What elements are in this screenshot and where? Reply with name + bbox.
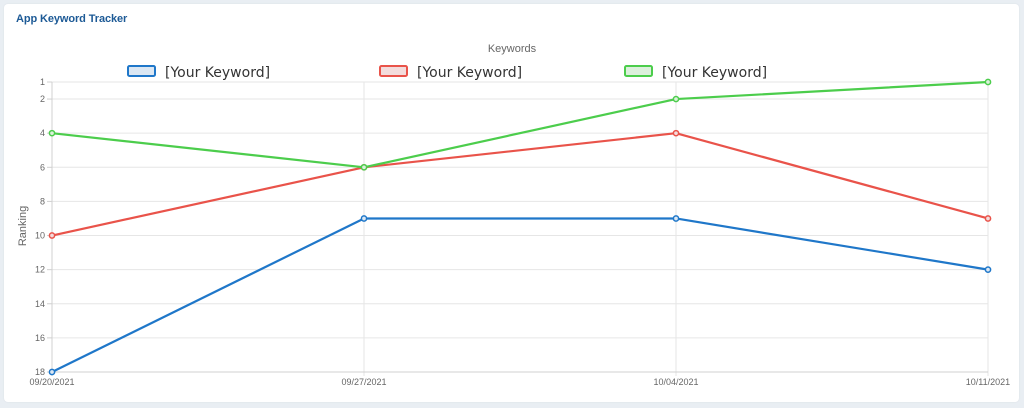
y-tick-label: 4 bbox=[40, 128, 45, 138]
legend-label: [Your Keyword] bbox=[165, 65, 270, 81]
y-axis-title: Ranking bbox=[17, 206, 29, 246]
legend-swatch bbox=[127, 65, 156, 77]
x-tick-label: 10/04/2021 bbox=[653, 377, 698, 387]
data-point[interactable] bbox=[984, 266, 992, 273]
y-tick-label: 6 bbox=[40, 162, 45, 172]
legend-label: [Your Keyword] bbox=[662, 65, 767, 81]
tracker-card: App Keyword Tracker bbox=[4, 4, 1019, 402]
series-line bbox=[51, 80, 989, 169]
legend-swatch bbox=[379, 65, 408, 77]
y-tick-label: 18 bbox=[35, 367, 45, 377]
y-tick-label: 14 bbox=[35, 299, 45, 309]
data-point[interactable] bbox=[48, 368, 56, 376]
y-tick-label: 10 bbox=[35, 231, 45, 241]
y-tick-label: 8 bbox=[40, 196, 45, 206]
x-tick-label: 09/27/2021 bbox=[341, 377, 386, 387]
y-tick-label: 2 bbox=[40, 94, 45, 104]
y-tick-label: 16 bbox=[35, 333, 45, 343]
chart-title: Keywords bbox=[488, 43, 537, 55]
series-line bbox=[51, 217, 989, 373]
data-point[interactable] bbox=[48, 232, 56, 239]
data-point[interactable] bbox=[360, 215, 368, 222]
legend-item[interactable]: [Your Keyword] bbox=[379, 65, 522, 81]
legend-item[interactable]: [Your Keyword] bbox=[624, 65, 767, 81]
y-tick-label: 12 bbox=[35, 265, 45, 275]
data-point[interactable] bbox=[360, 163, 368, 171]
data-point[interactable] bbox=[672, 129, 680, 137]
data-point[interactable] bbox=[984, 215, 992, 222]
data-point[interactable] bbox=[672, 215, 680, 222]
legend-label: [Your Keyword] bbox=[417, 65, 522, 81]
legend-item[interactable]: [Your Keyword] bbox=[127, 65, 270, 81]
card-title: App Keyword Tracker bbox=[16, 13, 128, 25]
y-tick-label: 1 bbox=[40, 77, 45, 87]
legend-swatch bbox=[624, 65, 653, 77]
x-tick-label: 09/20/2021 bbox=[29, 377, 74, 387]
data-point[interactable] bbox=[984, 78, 992, 86]
data-point[interactable] bbox=[672, 95, 680, 103]
x-tick-label: 10/11/2021 bbox=[966, 377, 1010, 387]
series-line bbox=[51, 132, 989, 237]
data-point[interactable] bbox=[48, 129, 56, 137]
